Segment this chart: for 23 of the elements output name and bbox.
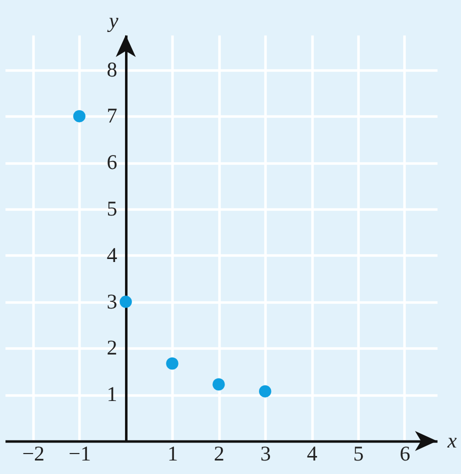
y-tick-label: 5 [106,196,118,220]
x-axis-title: x [446,428,458,452]
point [166,357,178,370]
y-tick-label: 8 [106,57,118,82]
point [120,296,132,308]
y-tick-label: 2 [106,336,118,360]
point [212,378,225,391]
y-tick-label: 4 [106,242,118,267]
x-tick-label: 4 [306,442,318,466]
x-tick-label: 3 [260,442,271,466]
x-tick-label: −2 [22,442,45,466]
y-axis-title: y [106,8,119,32]
x-tick-label: 5 [353,442,364,466]
x-tick-label: −1 [68,442,91,466]
point [73,110,86,122]
y-tick-label: 6 [106,150,118,174]
y-tick-label: 3 [106,289,118,314]
y-tick-label: 1 [106,382,118,406]
point [259,385,272,398]
x-tick-label: 2 [214,442,224,466]
y-tick-label: 7 [106,104,118,128]
x-tick-label: 1 [167,442,178,466]
x-tick-label: 6 [400,442,410,466]
